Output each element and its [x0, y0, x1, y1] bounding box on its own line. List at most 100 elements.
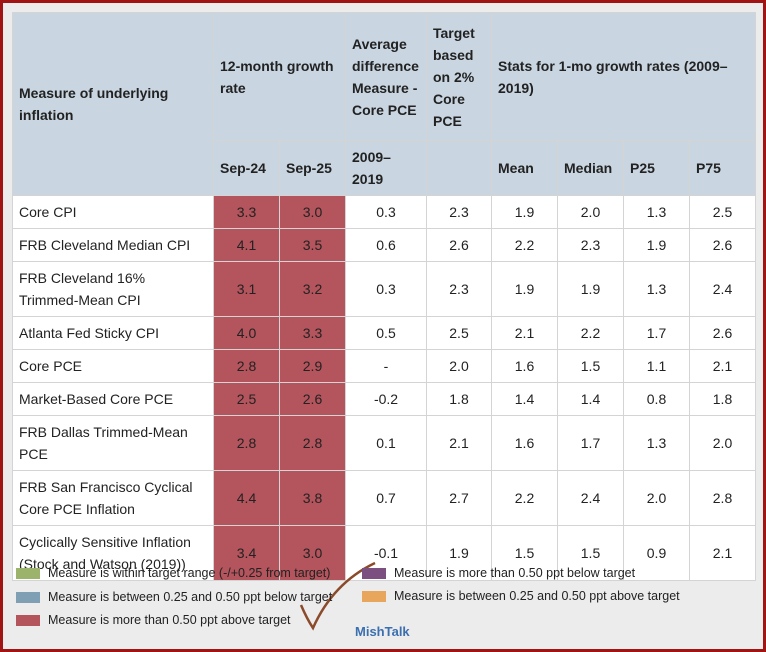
- table-cell: 2.5: [688, 195, 757, 229]
- table-cell: 1.4: [557, 382, 624, 416]
- table-row: FRB Cleveland Median CPI 4.1 3.5 0.6 2.6 2.2 2…: [12, 228, 757, 262]
- header-cell: P25: [623, 140, 690, 196]
- table-cell: FRB Dallas Trimmed-Mean PCE: [12, 415, 214, 471]
- table-cell: 1.9: [557, 261, 624, 317]
- table-cell: 1.8: [688, 382, 757, 416]
- header-cell: Mean: [491, 140, 558, 196]
- table-cell: 2.6: [688, 316, 757, 350]
- table-row: Market-Based Core PCE 2.5 2.6 -0.2 1.8 1.4 1.4…: [12, 382, 757, 416]
- legend-label: Measure is more than 0.50 ppt above targ…: [48, 613, 291, 627]
- table-cell: 2.7: [426, 470, 492, 526]
- header-cell: Average difference Measure - Core PCE: [345, 12, 427, 141]
- table-cell: 1.9: [623, 228, 690, 262]
- table-cell: -: [345, 349, 427, 383]
- table-cell: -0.2: [345, 382, 427, 416]
- legend-label: Measure is more than 0.50 ppt below targ…: [394, 566, 636, 580]
- legend-label: Measure is between 0.25 and 0.50 ppt bel…: [48, 590, 333, 604]
- header-cell: Sep-25: [279, 140, 346, 196]
- table-cell: Core CPI: [12, 195, 214, 229]
- table-cell: 1.9: [426, 525, 492, 581]
- header-cell: Sep-24: [213, 140, 280, 196]
- table-cell: 2.6: [426, 228, 492, 262]
- table-cell: 2.1: [426, 415, 492, 471]
- table-cell: 2.0: [623, 470, 690, 526]
- table-cell: 2.5: [426, 316, 492, 350]
- table-row: FRB San Francisco Cyclical Core PCE Infl…: [12, 470, 757, 526]
- table-cell: 4.0: [213, 316, 280, 350]
- table-cell: 1.7: [557, 415, 624, 471]
- table-cell: 1.7: [623, 316, 690, 350]
- table-cell: 2.8: [213, 415, 280, 471]
- table-cell: 1.3: [623, 195, 690, 229]
- legend-label: Measure is within target range (-/+0.25 …: [48, 566, 331, 580]
- table-cell: 2.8: [279, 415, 346, 471]
- header-cell: [426, 140, 492, 196]
- table-cell: 1.6: [491, 415, 558, 471]
- table-cell: 3.4: [213, 525, 280, 581]
- legend-swatch: [362, 567, 386, 579]
- legend-item: Measure is more than 0.50 ppt above targ…: [16, 613, 291, 627]
- table-cell: Cyclically Sensitive Inflation (Stock an…: [12, 525, 214, 581]
- table-cell: 1.8: [426, 382, 492, 416]
- table-cell: 4.1: [213, 228, 280, 262]
- table-cell: 3.0: [279, 195, 346, 229]
- table-cell: 2.6: [688, 228, 757, 262]
- header-cell: Median: [557, 140, 624, 196]
- table-cell: 1.1: [623, 349, 690, 383]
- table-cell: 2.5: [213, 382, 280, 416]
- legend-swatch: [16, 567, 40, 579]
- table-cell: 3.3: [279, 316, 346, 350]
- table-cell: 3.2: [279, 261, 346, 317]
- header-cell: Measure of underlying inflation: [12, 12, 214, 196]
- table-cell: 2.2: [491, 470, 558, 526]
- table-cell: 1.6: [491, 349, 558, 383]
- legend-item: Measure is within target range (-/+0.25 …: [16, 566, 330, 580]
- table-cell: 1.9: [491, 261, 558, 317]
- legend-item: Measure is between 0.25 and 0.50 ppt bel…: [16, 590, 332, 604]
- table-cell: 1.5: [557, 349, 624, 383]
- table-cell: 3.0: [279, 525, 346, 581]
- legend-swatch: [16, 591, 40, 603]
- table-cell: Atlanta Fed Sticky CPI: [12, 316, 214, 350]
- legend-label: Measure is between 0.25 and 0.50 ppt abo…: [394, 589, 680, 603]
- legend-item: Measure is between 0.25 and 0.50 ppt abo…: [362, 589, 680, 603]
- table-cell: 4.4: [213, 470, 280, 526]
- table-row: Core CPI 3.3 3.0 0.3 2.3 1.9 2.0 1.3 2.5: [12, 195, 757, 229]
- table-cell: 3.8: [279, 470, 346, 526]
- table-cell: Core PCE: [12, 349, 214, 383]
- table-cell: 0.5: [345, 316, 427, 350]
- header-cell: Stats for 1-mo growth rates (2009–2019): [490, 12, 757, 141]
- watermark: MishTalk: [355, 624, 410, 639]
- header-cell: 12-month growth rate: [213, 12, 346, 141]
- table-cell: Market-Based Core PCE: [12, 382, 214, 416]
- table-cell: 2.9: [279, 349, 346, 383]
- table-cell: 2.3: [426, 261, 492, 317]
- table-cell: 2.2: [557, 316, 624, 350]
- table-cell: 3.5: [279, 228, 346, 262]
- table-cell: FRB Cleveland 16% Trimmed-Mean CPI: [12, 261, 214, 317]
- table-row: Atlanta Fed Sticky CPI 4.0 3.3 0.5 2.5 2.1 2.2…: [12, 316, 757, 350]
- table-row: Core PCE 2.8 2.9-2.0 1.6 1.5 1.1 2.1: [12, 349, 757, 383]
- table-cell: 0.9: [623, 525, 690, 581]
- table-cell: 2.0: [688, 415, 757, 471]
- header-cell: P75: [688, 140, 757, 196]
- table-cell: 1.5: [557, 525, 624, 581]
- table-cell: 1.3: [623, 415, 690, 471]
- table-cell: 0.1: [345, 415, 427, 471]
- table-cell: 0.3: [345, 195, 427, 229]
- header-cell: 2009–2019: [345, 140, 427, 196]
- header-cell: Target based on 2% Core PCE: [426, 12, 492, 141]
- table-cell: 2.0: [426, 349, 492, 383]
- table-cell: 2.1: [688, 349, 757, 383]
- table-cell: 2.3: [557, 228, 624, 262]
- table-cell: 0.3: [345, 261, 427, 317]
- table-cell: 3.3: [213, 195, 280, 229]
- table-cell: 1.5: [491, 525, 558, 581]
- table-cell: 0.8: [623, 382, 690, 416]
- table-row: Cyclically Sensitive Inflation (Stock an…: [12, 525, 757, 581]
- table-cell: 2.1: [491, 316, 558, 350]
- table-cell: 2.1: [688, 525, 757, 581]
- table-cell: 2.4: [557, 470, 624, 526]
- table-cell: 2.6: [279, 382, 346, 416]
